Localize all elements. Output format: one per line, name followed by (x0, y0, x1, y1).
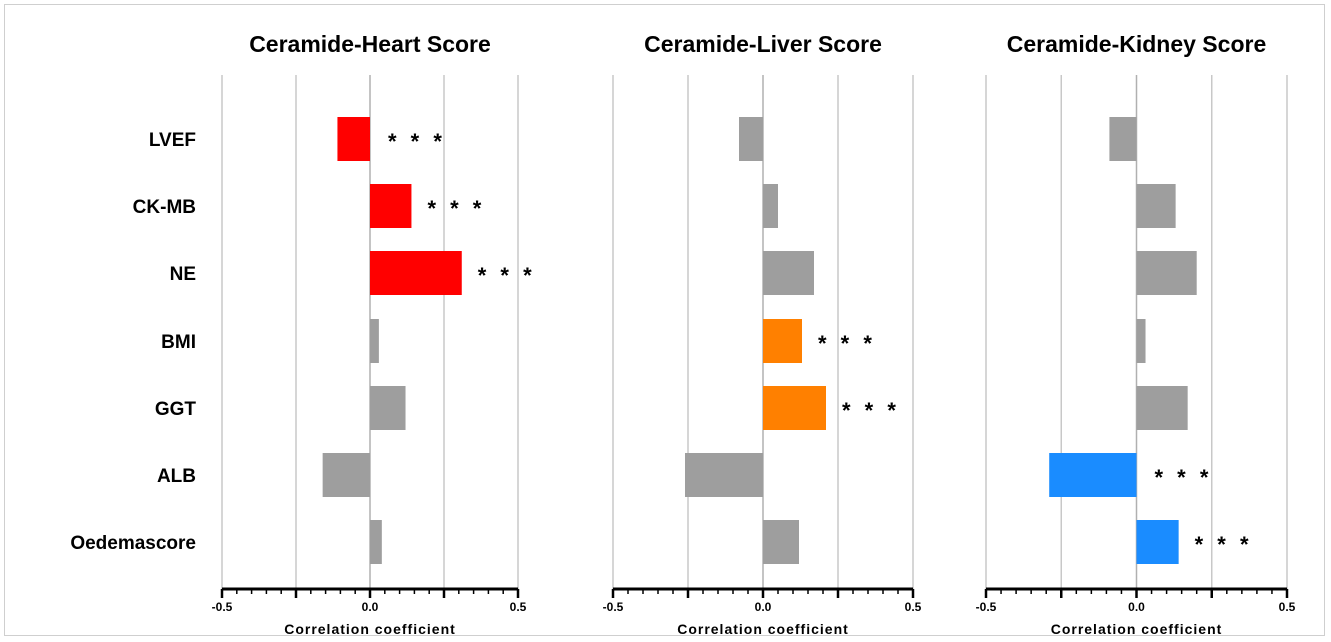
bar-ck-mb (370, 184, 412, 228)
bar-lvef (739, 117, 763, 161)
bar-oedemascore (1136, 520, 1179, 564)
bar-ggt (763, 386, 826, 430)
category-label: CK-MB (133, 197, 196, 218)
category-label: LVEF (149, 130, 196, 151)
significance-marker: * * * (388, 129, 446, 154)
x-tick-label: -0.5 (603, 600, 624, 614)
bar-ggt (370, 386, 406, 430)
bar-oedemascore (370, 520, 382, 564)
category-label: GGT (155, 399, 197, 420)
significance-marker: * * * (842, 398, 900, 423)
bar-alb (685, 453, 763, 497)
bar-bmi (370, 319, 379, 363)
bar-ggt (1136, 386, 1188, 430)
bar-ck-mb (1136, 184, 1176, 228)
bar-lvef (337, 117, 370, 161)
bar-bmi (763, 319, 802, 363)
bar-lvef (1109, 117, 1137, 161)
bar-bmi (1136, 319, 1146, 363)
significance-marker: * * * (1195, 532, 1253, 557)
significance-marker: * * * (1155, 465, 1213, 490)
x-tick-label: 0.5 (905, 600, 922, 614)
category-label: BMI (161, 332, 196, 353)
bar-alb (1049, 453, 1137, 497)
figure-frame (4, 4, 1325, 636)
bar-ck-mb (763, 184, 778, 228)
bar-oedemascore (763, 520, 799, 564)
bar-ne (370, 251, 462, 295)
bar-alb (322, 453, 370, 497)
significance-marker: * * * (478, 263, 536, 288)
category-label: NE (170, 264, 196, 285)
significance-marker: * * * (818, 331, 876, 356)
panel-title: Ceramide-Kidney Score (1007, 31, 1266, 57)
x-axis-title: Correlation coefficient (1051, 621, 1223, 637)
bar-ne (1136, 251, 1197, 295)
x-tick-label: 0.0 (755, 600, 772, 614)
x-axis-title: Correlation coefficient (677, 621, 849, 637)
panel-title: Ceramide-Liver Score (644, 31, 882, 57)
category-label: ALB (157, 466, 196, 487)
x-axis-title: Correlation coefficient (284, 621, 456, 637)
x-tick-label: 0.0 (362, 600, 379, 614)
panel-title: Ceramide-Heart Score (249, 31, 491, 57)
x-tick-label: -0.5 (212, 600, 233, 614)
x-tick-label: -0.5 (976, 600, 997, 614)
x-tick-label: 0.5 (1279, 600, 1296, 614)
category-label: Oedemascore (70, 533, 196, 554)
x-tick-label: 0.5 (510, 600, 527, 614)
bar-ne (763, 251, 814, 295)
significance-marker: * * * (427, 196, 485, 221)
x-tick-label: 0.0 (1128, 600, 1145, 614)
